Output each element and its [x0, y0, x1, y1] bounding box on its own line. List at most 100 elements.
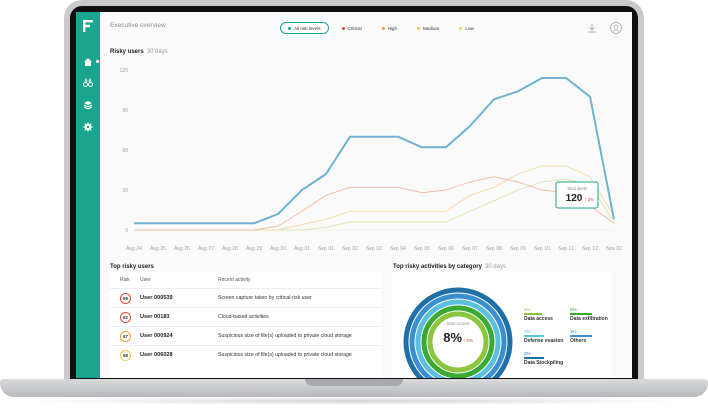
user-name[interactable]: User 000924 — [140, 333, 173, 339]
donut-center-change: ↑ 2% — [463, 338, 473, 343]
top-categories-period: 30 days — [484, 264, 506, 270]
user-avatar-icon[interactable] — [610, 22, 622, 34]
y-tick-label: 0 — [125, 228, 128, 234]
user-name[interactable]: User 00183 — [140, 314, 170, 320]
legend-name: Data access — [524, 316, 553, 322]
legend-bar — [524, 313, 542, 315]
table-row[interactable]: 87 User 000924 Suspicious size of file(s… — [110, 326, 382, 345]
filter-low[interactable]: Low — [452, 22, 480, 34]
table-row[interactable]: 58 User 006028 Suspicious size of file(s… — [110, 345, 382, 364]
series-line — [134, 176, 615, 231]
y-tick-label: 120 — [120, 68, 129, 74]
x-tick-label: Aug 29 — [246, 246, 262, 252]
user-name[interactable]: User 000539 — [140, 295, 173, 301]
risk-score-badge: 92 — [120, 312, 131, 323]
legend-value: 3% — [570, 329, 577, 334]
laptop-screen: Executive overview All risk levels Criti… — [76, 12, 632, 378]
layers-icon[interactable] — [81, 98, 95, 112]
category-donut-chart[interactable] — [400, 282, 516, 378]
recent-activity: Screen capture taken by critical-risk us… — [218, 295, 312, 301]
donut-ring-defense-evasion — [415, 299, 501, 378]
x-tick-label: Sep 04 — [390, 246, 406, 252]
filter-dot — [417, 26, 421, 30]
column-header-user: User — [140, 277, 151, 283]
risky-users-chart: 0 30 60 90 120 Aug 24 Aug 25 Aug 26 Aug 27 Aug 28… — [120, 68, 622, 252]
donut-ring-others — [409, 293, 507, 378]
x-tick-label: Sep 05 — [414, 246, 430, 252]
donut-ring-data-access — [427, 311, 489, 373]
top-bar: Executive overview All risk levels Criti… — [100, 12, 632, 42]
callout-label: Total alerts — [567, 186, 587, 191]
column-header-risk: Risk — [120, 277, 130, 283]
series-line — [134, 165, 615, 231]
risk-score-badge: 58 — [120, 350, 131, 361]
legend-name: Data Stockpiling — [524, 360, 564, 366]
binoculars-icon[interactable] — [81, 76, 95, 90]
x-tick-label: Aug 28 — [222, 246, 238, 252]
gear-icon[interactable] — [81, 120, 95, 134]
x-tick-label: Aug 27 — [198, 246, 214, 252]
x-tick-label: Aug 24 — [126, 246, 142, 252]
donut-center-label: Data access — [446, 321, 470, 326]
filter-label: Low — [465, 25, 474, 31]
top-users-table: Risk User Recent activity 99 User 000539… — [110, 272, 382, 378]
legend-value: 5% — [524, 307, 531, 312]
legend-item-data-exfiltration[interactable]: 5% Data exfiltration — [570, 307, 610, 322]
x-tick-label: Sep 02 — [342, 246, 358, 252]
legend-item-data-stockpiling[interactable]: 2% Data Stockpiling — [524, 351, 564, 366]
filter-label: Medium — [423, 25, 440, 31]
legend-item-defense-evasion[interactable]: 4% Defense evasion — [524, 329, 564, 344]
filter-dot — [341, 26, 345, 30]
user-name[interactable]: User 006028 — [140, 352, 173, 358]
table-row[interactable]: 92 User 00183 Cloud-based activities — [110, 307, 382, 326]
filter-critical[interactable]: Critical — [335, 22, 369, 34]
donut-center-percent: 8% — [443, 330, 463, 345]
legend-value: 5% — [570, 307, 577, 312]
recent-activity: Suspicious size of file(s) uploaded to p… — [218, 333, 352, 339]
x-tick-label: Aug 26 — [174, 246, 190, 252]
filter-label: All risk levels — [294, 25, 321, 31]
laptop-notch — [305, 379, 403, 386]
y-tick-label: 30 — [122, 188, 128, 194]
x-tick-label: Aug 31 — [294, 246, 310, 252]
x-tick-label: Nov 02 — [606, 246, 622, 252]
app-logo — [83, 20, 93, 32]
top-categories-panel: Data access 8%↑ 2% 5% Data access 5% Dat… — [392, 272, 612, 378]
x-tick-label: Sep 03 — [366, 246, 382, 252]
risky-users-title: Risky users 30 days — [110, 49, 168, 55]
x-tick-label: Sep 12 — [582, 246, 598, 252]
legend-bar — [570, 313, 592, 315]
filter-high[interactable]: High — [375, 22, 404, 34]
legend-value: 4% — [524, 329, 531, 334]
donut-center — [434, 318, 482, 366]
x-tick-label: Sep 07 — [462, 246, 478, 252]
total-alerts-callout — [555, 181, 599, 209]
legend-name: Defense evasion — [524, 338, 564, 344]
risk-score-badge: 99 — [120, 293, 131, 304]
download-icon[interactable] — [586, 22, 598, 34]
home-icon[interactable] — [81, 55, 95, 69]
filter-dot — [381, 26, 385, 30]
filter-medium[interactable]: Medium — [410, 22, 446, 34]
x-tick-label: Sep 10 — [534, 246, 550, 252]
filter-all-risk-levels[interactable]: All risk levels — [280, 22, 329, 34]
risky-users-label: Risky users — [110, 49, 144, 55]
risk-score-badge: 87 — [120, 331, 131, 342]
legend-bar — [524, 357, 544, 359]
callout-value: 120 — [566, 193, 583, 204]
x-tick-label: Sep 11 — [558, 246, 574, 252]
page-title: Executive overview — [110, 22, 166, 29]
laptop-shadow — [20, 397, 688, 405]
filter-dot — [288, 26, 291, 30]
callout-change: ↑ 2% — [584, 197, 594, 202]
y-tick-label: 90 — [122, 108, 128, 114]
top-users-title: Top risky users — [110, 264, 154, 270]
legend-item-data-access[interactable]: 5% Data access — [524, 307, 564, 322]
table-row[interactable]: 99 User 000539 Screen capture taken by c… — [110, 288, 382, 307]
x-tick-label: Sep 01 — [318, 246, 334, 252]
donut-center-value: 8%↑ 2% — [436, 330, 480, 345]
active-indicator — [96, 60, 99, 63]
legend-item-others[interactable]: 3% Others — [570, 329, 610, 344]
recent-activity: Suspicious size of file(s) uploaded to p… — [218, 352, 352, 358]
x-tick-label: Aug 30 — [270, 246, 286, 252]
